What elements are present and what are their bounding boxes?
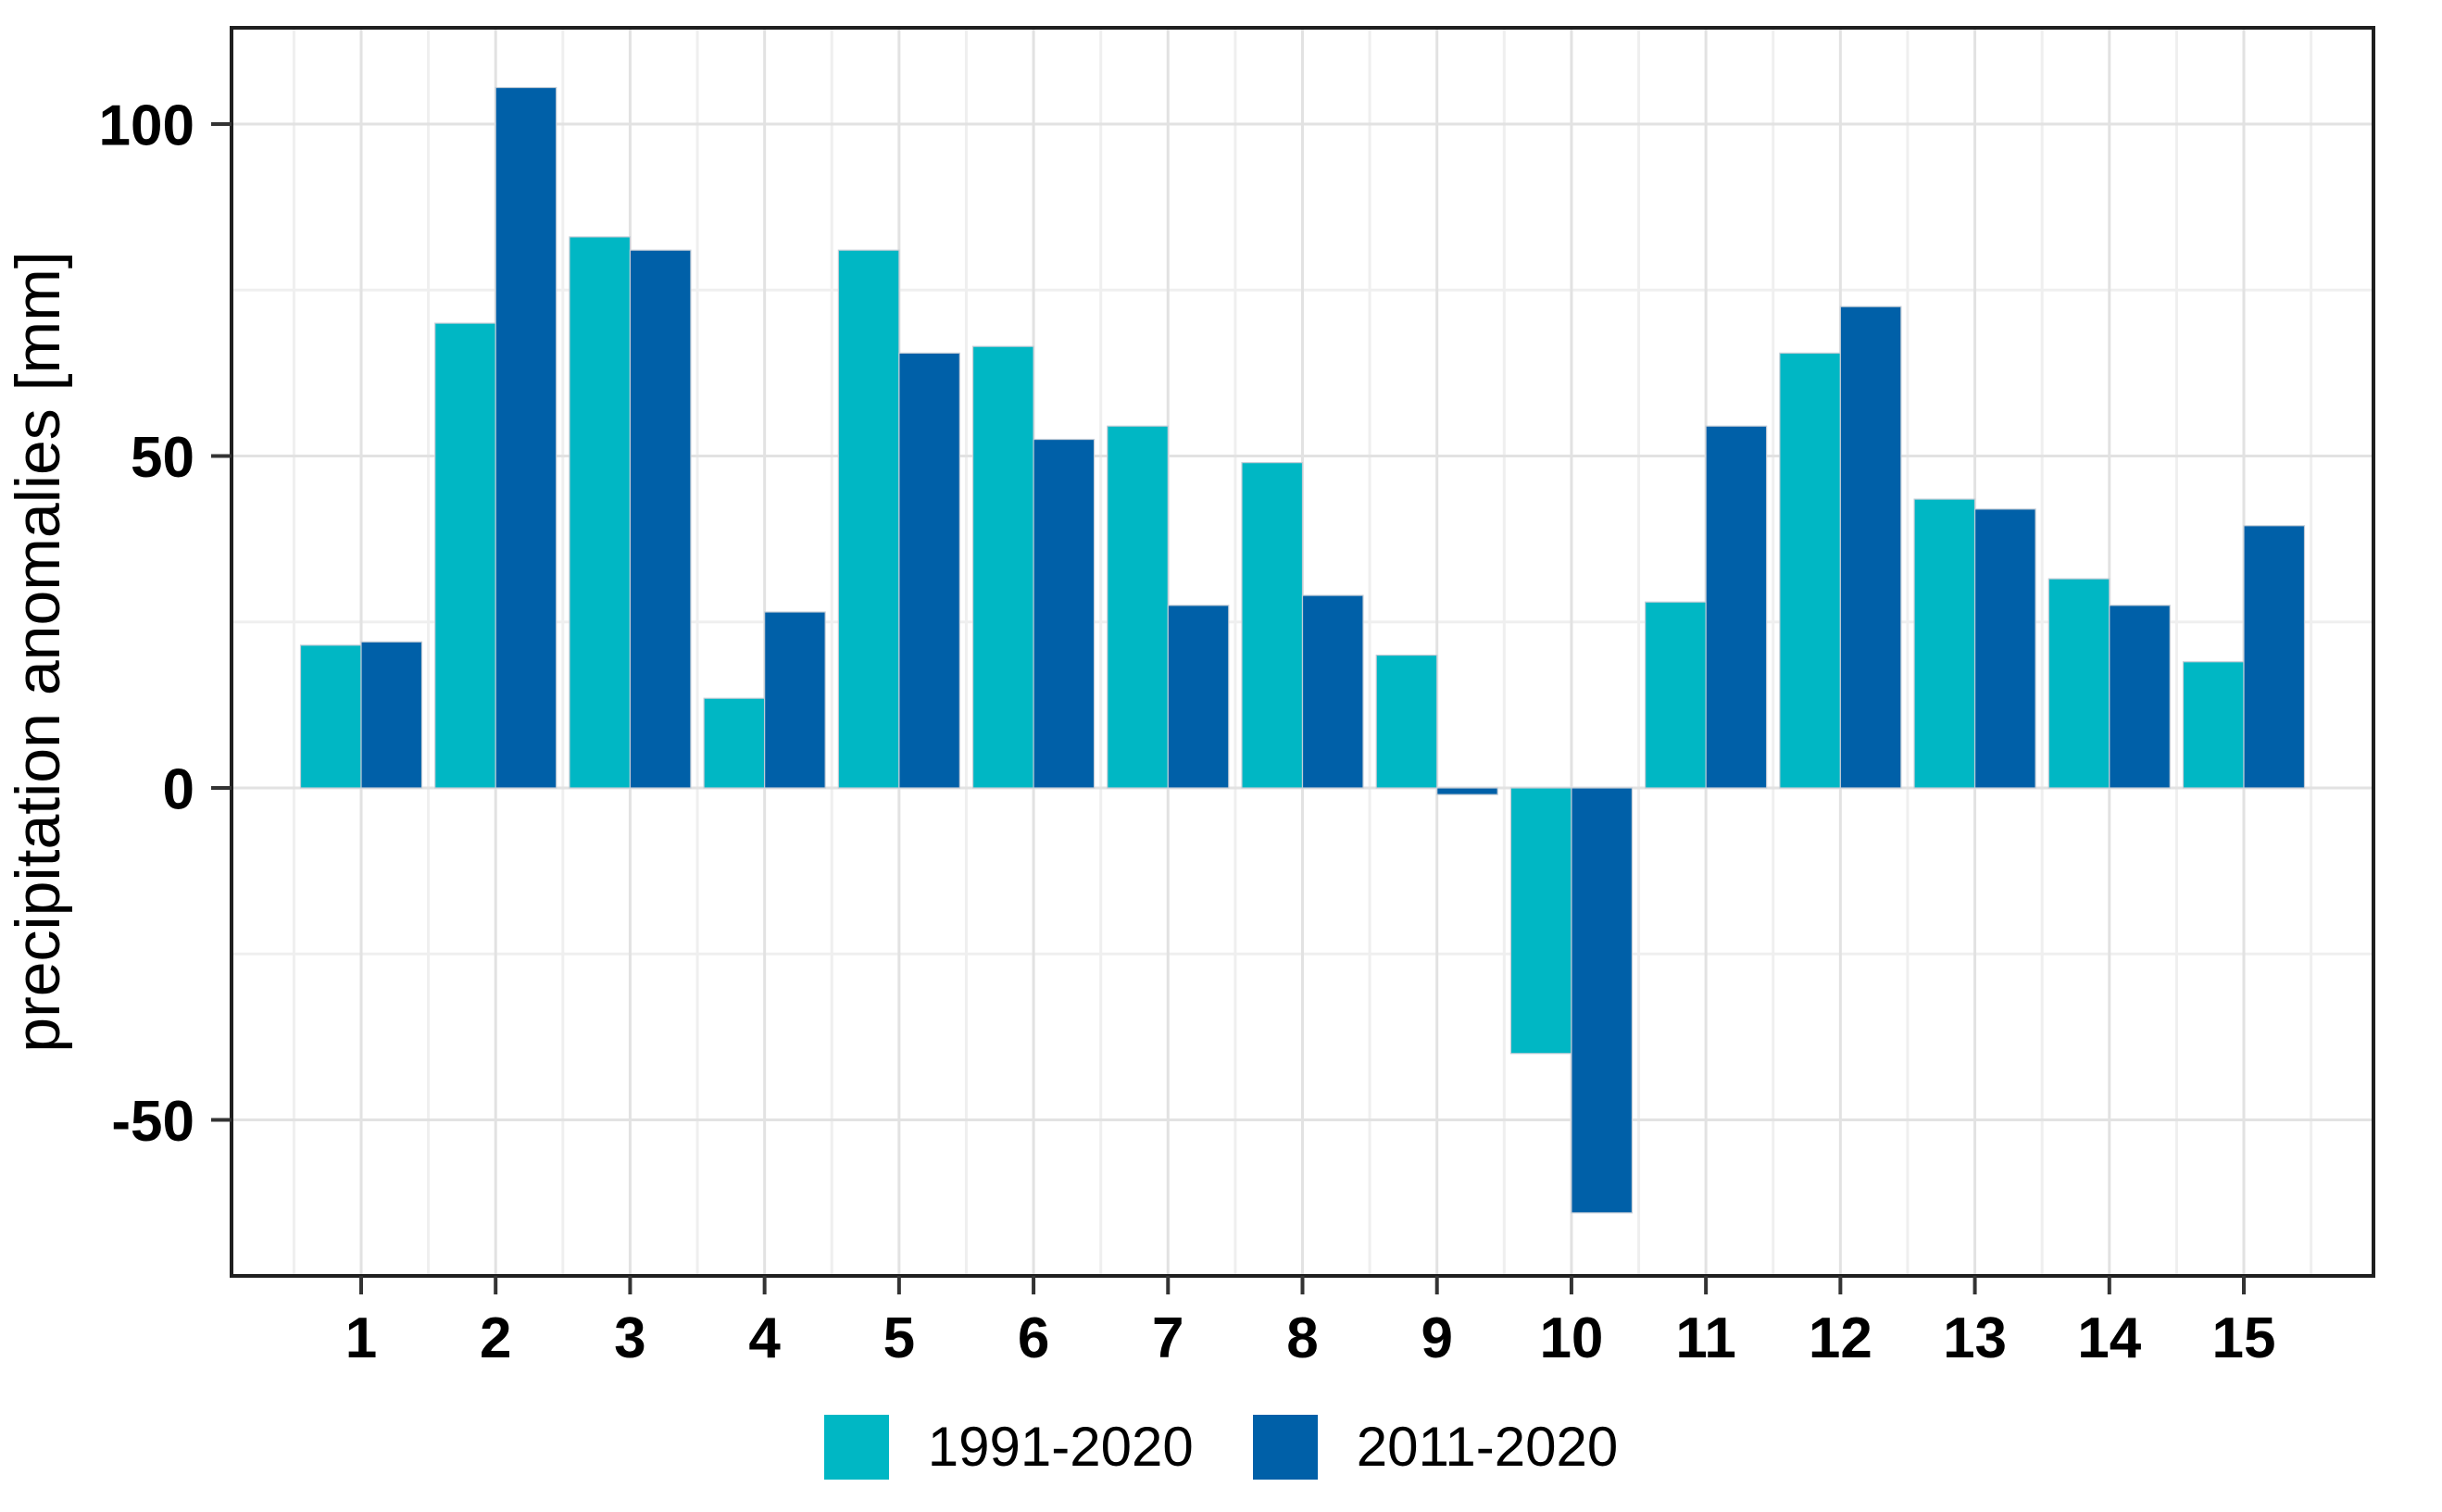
x-tick-label: 4 bbox=[748, 1306, 781, 1370]
x-tick-label: 9 bbox=[1421, 1306, 1452, 1370]
bar-cat1-2011-2020 bbox=[360, 641, 423, 789]
legend-item-1991-2020: 1991-2020 bbox=[823, 1415, 1194, 1480]
legend-swatch-cyan bbox=[823, 1415, 889, 1480]
x-tick-label: 2 bbox=[480, 1306, 511, 1370]
bar-cat14-1991-2020 bbox=[2048, 578, 2110, 789]
legend-item-2011-2020: 2011-2020 bbox=[1252, 1415, 1619, 1480]
axis-ticks bbox=[211, 121, 2246, 1294]
bar-cat5-1991-2020 bbox=[837, 249, 900, 789]
bar-cat4-1991-2020 bbox=[703, 697, 766, 789]
bar-cat11-2011-2020 bbox=[1705, 425, 1768, 789]
x-tick-label: 15 bbox=[2212, 1306, 2276, 1370]
legend-label: 2011-2020 bbox=[1356, 1416, 1619, 1478]
bar-cat8-1991-2020 bbox=[1241, 462, 1304, 789]
bar-cat9-2011-2020 bbox=[1436, 787, 1498, 795]
legend: 1991-2020 2011-2020 bbox=[0, 1415, 2442, 1480]
x-tick-label: 7 bbox=[1152, 1306, 1183, 1370]
bar-cat2-2011-2020 bbox=[495, 86, 557, 789]
bar-cat3-2011-2020 bbox=[629, 249, 692, 789]
bar-cat8-2011-2020 bbox=[1301, 594, 1364, 789]
bar-cat13-2011-2020 bbox=[1973, 508, 2036, 789]
bar-cat6-1991-2020 bbox=[971, 345, 1034, 789]
x-tick-label: 8 bbox=[1286, 1306, 1318, 1370]
bar-cat7-1991-2020 bbox=[1107, 425, 1169, 789]
x-tick-label: 6 bbox=[1018, 1306, 1049, 1370]
y-tick-label: 100 bbox=[99, 94, 194, 157]
bar-cat5-2011-2020 bbox=[898, 352, 960, 789]
bar-cat2-1991-2020 bbox=[434, 322, 496, 789]
x-tick-label: 14 bbox=[2077, 1306, 2141, 1370]
x-tick-label: 5 bbox=[883, 1306, 915, 1370]
bar-cat3-1991-2020 bbox=[569, 236, 632, 789]
x-tick-label: 13 bbox=[1943, 1306, 2007, 1370]
gridlines-minor bbox=[232, 28, 2373, 1276]
x-tick-label: 1 bbox=[345, 1306, 377, 1370]
y-tick-label: 50 bbox=[131, 426, 194, 490]
bar-cat12-1991-2020 bbox=[1779, 352, 1841, 789]
bar-cat1-1991-2020 bbox=[299, 644, 362, 789]
y-tick-label: 0 bbox=[163, 757, 194, 821]
bar-cat15-2011-2020 bbox=[2243, 525, 2306, 789]
x-tick-label: 11 bbox=[1675, 1306, 1736, 1370]
bar-cat6-2011-2020 bbox=[1033, 438, 1096, 789]
x-tick-label: 12 bbox=[1809, 1306, 1872, 1370]
legend-swatch-blue bbox=[1252, 1415, 1318, 1480]
bar-cat14-2011-2020 bbox=[2109, 605, 2171, 789]
bar-cat12-2011-2020 bbox=[1839, 306, 1902, 789]
y-axis-title: precipitation anomalies [mm] bbox=[3, 251, 73, 1052]
bar-cat10-2011-2020 bbox=[1571, 787, 1634, 1214]
bar-cat7-2011-2020 bbox=[1167, 605, 1230, 789]
bar-cat11-1991-2020 bbox=[1645, 601, 1707, 789]
y-tick-label: -50 bbox=[111, 1090, 194, 1154]
bar-cat9-1991-2020 bbox=[1375, 654, 1438, 789]
bar-series-group bbox=[299, 86, 2306, 1214]
bar-cat13-1991-2020 bbox=[1913, 498, 1976, 789]
x-tick-label: 10 bbox=[1539, 1306, 1603, 1370]
bar-cat15-1991-2020 bbox=[2182, 661, 2245, 789]
bar-cat4-2011-2020 bbox=[764, 611, 826, 789]
x-tick-label: 3 bbox=[614, 1306, 645, 1370]
bar-cat10-1991-2020 bbox=[1509, 787, 1572, 1055]
legend-label: 1991-2020 bbox=[927, 1416, 1194, 1478]
